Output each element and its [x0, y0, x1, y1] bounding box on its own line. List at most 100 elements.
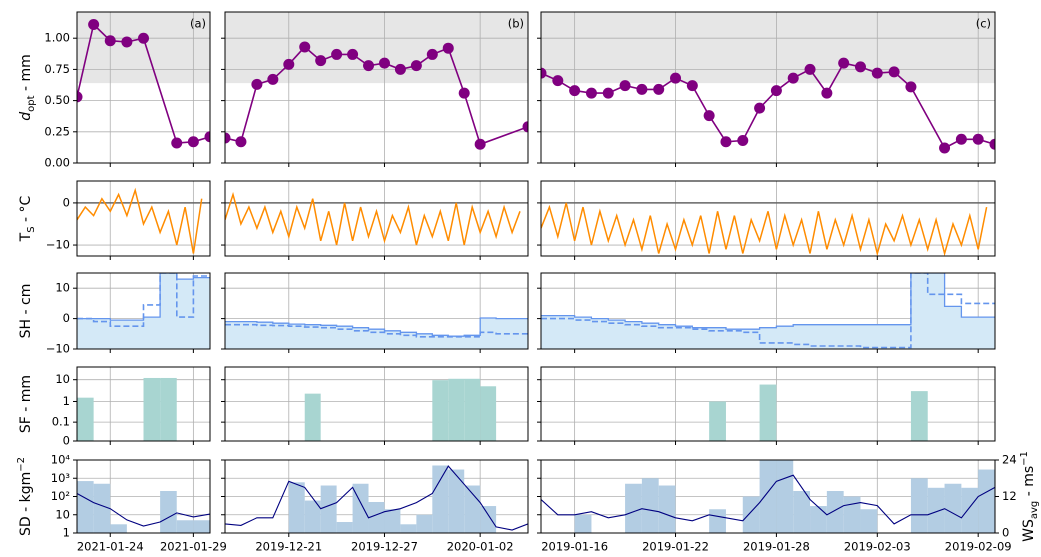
- bar: [432, 380, 449, 441]
- data-point: [955, 133, 967, 145]
- data-point: [283, 58, 295, 70]
- y2-tick-label: 24: [1002, 453, 1017, 467]
- data-point: [754, 102, 766, 114]
- bar: [641, 478, 659, 533]
- panel-frame: [540, 180, 996, 257]
- axis-label: SD - kgm−2: [16, 457, 34, 536]
- snow-height-dashed: [225, 323, 528, 338]
- axis-label-part: −2: [16, 457, 27, 472]
- data-point: [315, 55, 327, 67]
- panel-title: (b): [508, 17, 524, 31]
- data-point: [204, 131, 210, 143]
- data-point: [720, 136, 732, 148]
- data-point: [187, 136, 199, 148]
- y-tick-label: 0.75: [44, 62, 70, 76]
- data-point: [235, 136, 247, 148]
- data-point: [267, 73, 279, 85]
- y-tick-label: 0.00: [44, 156, 70, 170]
- temperature-line: [225, 191, 521, 246]
- bar: [416, 514, 433, 533]
- data-point: [442, 42, 454, 54]
- data-point: [636, 83, 648, 95]
- panel: [225, 460, 528, 533]
- x-tick-label: 2019-01-28: [743, 540, 810, 554]
- bar: [464, 378, 481, 441]
- data-point: [619, 80, 631, 92]
- data-point: [602, 87, 614, 99]
- panel-frame: [224, 180, 529, 257]
- snow-height-dashed: [77, 273, 210, 327]
- data-point: [737, 135, 749, 147]
- x-tick-label: 2019-01-16: [541, 540, 608, 554]
- data-point: [888, 66, 900, 78]
- y-tick-label: 10: [55, 507, 70, 521]
- panel-frame: [76, 366, 211, 442]
- bar: [480, 506, 497, 533]
- bar: [709, 509, 726, 533]
- temperature-line: [77, 187, 203, 254]
- bar: [93, 483, 111, 533]
- axis-label-part: −1: [1019, 451, 1030, 466]
- panel-title: (c): [976, 17, 991, 31]
- x-tick-label: 2019-12-21: [255, 540, 322, 554]
- axis-label-part: T: [18, 232, 34, 242]
- x-tick-label: 2019-02-03: [844, 540, 911, 554]
- panel: [541, 367, 995, 441]
- bar: [143, 377, 161, 441]
- bar: [176, 520, 194, 533]
- data-point: [474, 138, 486, 150]
- bar: [448, 469, 465, 533]
- y-tick-label: 10³: [51, 471, 71, 485]
- panel-frame: [76, 11, 211, 164]
- y-tick-label: 1: [63, 394, 70, 408]
- bar: [160, 491, 177, 533]
- data-point: [905, 81, 917, 93]
- shaded-band: [225, 12, 528, 84]
- bar: [810, 506, 827, 533]
- bar: [910, 391, 928, 441]
- data-point: [104, 35, 116, 47]
- bar: [400, 524, 417, 533]
- bar: [978, 469, 995, 533]
- data-point: [171, 137, 183, 149]
- bar: [320, 485, 337, 533]
- data-point: [522, 121, 528, 133]
- axis-label: SF - mm: [18, 375, 34, 433]
- y2-tick-label: 12: [1002, 489, 1017, 503]
- bar: [944, 483, 962, 533]
- shaded-band: [77, 12, 210, 84]
- bar: [336, 522, 353, 533]
- panel-frame: [224, 11, 529, 164]
- bar: [77, 481, 94, 533]
- panel-frame: [76, 272, 211, 350]
- snow-height-area: [77, 273, 210, 349]
- panel-frame: [540, 272, 996, 350]
- axis-label-part: - mm: [18, 54, 34, 95]
- bar: [77, 397, 94, 441]
- y-tick-label: 10⁴: [51, 453, 71, 467]
- panel-frame: [76, 459, 211, 534]
- y-tick-label: 0.50: [44, 93, 70, 107]
- data-point: [585, 87, 597, 99]
- bar: [625, 483, 642, 533]
- y-tick-label: −10: [46, 238, 70, 252]
- axis-label-part: avg: [1029, 501, 1040, 519]
- shaded-band: [541, 12, 995, 84]
- data-point: [225, 132, 231, 144]
- axis-label: WSavg - ms−1: [1019, 451, 1040, 542]
- snow-height-dashed: [541, 273, 995, 349]
- data-point: [854, 61, 866, 73]
- panel: [225, 273, 528, 349]
- bar: [759, 460, 777, 533]
- data-point: [394, 63, 406, 75]
- data-point: [426, 48, 438, 60]
- y-tick-label: 0: [63, 195, 70, 209]
- x-tick-label: 2021-01-24: [77, 540, 144, 554]
- y-tick-label: 10: [55, 281, 70, 295]
- bar: [860, 509, 878, 533]
- data-point: [458, 87, 470, 99]
- bar: [759, 384, 777, 441]
- panel: [541, 12, 995, 163]
